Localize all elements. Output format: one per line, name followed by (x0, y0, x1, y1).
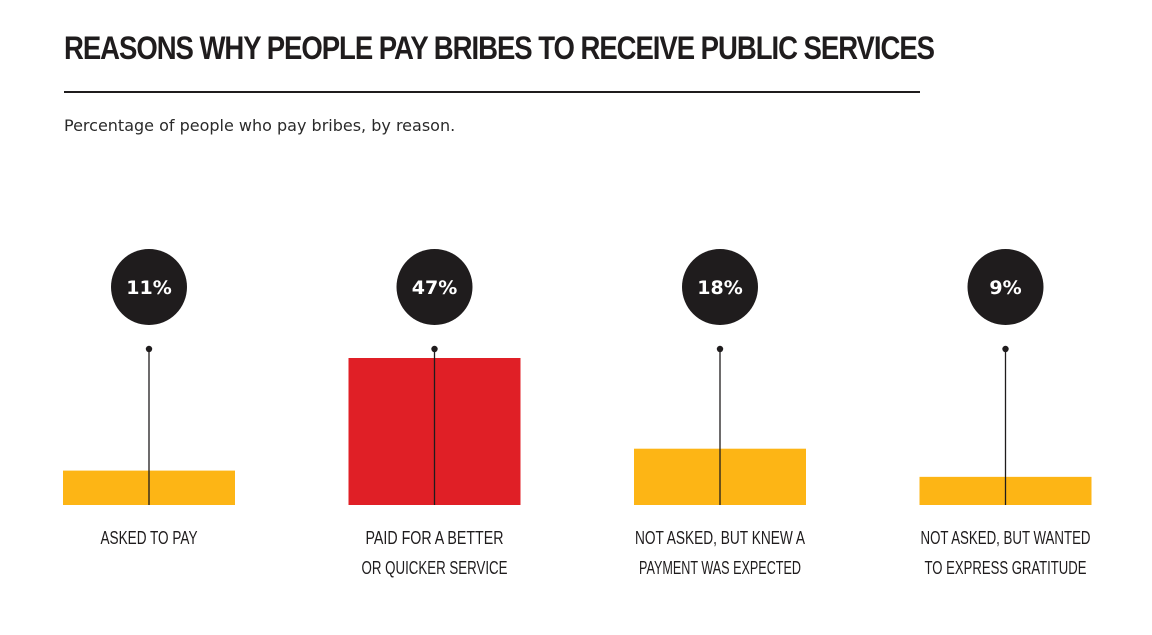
category-label-2-line-1: PAID FOR A BETTER (366, 528, 504, 548)
category-label-4-line-2: TO EXPRESS GRATITUDE (925, 558, 1087, 578)
leader-dot-1 (145, 345, 153, 353)
value-label-2: 47% (412, 277, 457, 299)
title-divider (64, 91, 920, 93)
value-bubble-2 (396, 249, 473, 325)
value-bubble-4 (967, 249, 1044, 325)
value-label-4: 9% (989, 277, 1021, 299)
chart-title: REASONS WHY PEOPLE PAY BRIBES TO RECEIVE… (64, 30, 935, 66)
leader-dot-2 (431, 345, 438, 353)
category-label-1-line-1: ASKED TO PAY (101, 528, 198, 548)
category-label-2-line-2: OR QUICKER SERVICE (362, 558, 508, 578)
category-label-4-line-1: NOT ASKED, BUT WANTED (921, 528, 1091, 548)
value-bubble-1 (111, 249, 187, 325)
leader-dot-3 (716, 345, 724, 353)
category-label-3-line-1: NOT ASKED, BUT KNEW A (635, 528, 805, 548)
category-label-3-line-2: PAYMENT WAS EXPECTED (639, 558, 801, 578)
value-label-3: 18% (697, 277, 742, 299)
value-bubble-3 (682, 249, 758, 325)
chart-subtitle: Percentage of people who pay bribes, by … (64, 116, 456, 135)
value-label-1: 11% (126, 277, 171, 299)
leader-dot-4 (1002, 345, 1009, 353)
